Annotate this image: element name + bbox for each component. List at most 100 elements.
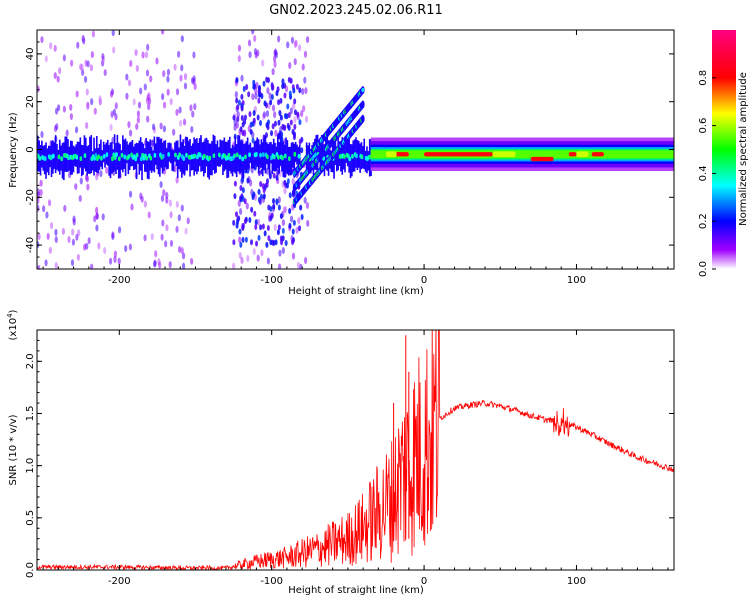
spectrogram-band-cell <box>242 143 245 179</box>
spectrogram-noise-cell <box>53 44 57 52</box>
spectrogram-band-cell <box>126 141 128 164</box>
spectrogram-warm-segment <box>492 151 516 158</box>
spectrogram-noise-cell <box>154 250 158 258</box>
spectrogram-scatter-cell <box>271 123 275 130</box>
spectrogram-band-cell <box>268 142 271 176</box>
spectrogram-band-cell <box>90 135 93 174</box>
spectrogram-band-cell <box>63 142 65 181</box>
spectrogram-noise-cell <box>44 259 48 267</box>
spectrogram-chirp-cell <box>361 114 365 123</box>
colorbar-tick-label: 0.4 <box>698 165 709 181</box>
spectrogram-noise-cell <box>164 240 168 248</box>
spectrogram-noise-cell <box>286 41 290 49</box>
spectrogram-noise-cell <box>296 261 301 269</box>
spectrogram-noise-cell <box>271 68 275 76</box>
spectrogram-noise-cell <box>256 49 260 57</box>
spectrogram-x-tick-label: 0 <box>421 275 427 286</box>
spectrogram-noise-cell <box>161 30 165 35</box>
spectrogram-noise-cell <box>101 53 105 61</box>
snr-y-tick-label: 1.0 <box>25 458 36 474</box>
spectrogram-noise-cell <box>95 206 99 214</box>
spectrogram-band-cell <box>297 146 300 173</box>
spectrogram-band-peak <box>238 154 242 160</box>
spectrogram-noise-cell <box>98 95 102 103</box>
spectrogram-band-cell <box>119 144 121 178</box>
spectrogram-scatter-cell <box>277 119 281 126</box>
spectrogram-noise-cell <box>175 108 179 116</box>
spectrogram-noise-cell <box>81 34 85 42</box>
spectrogram-noise-cell <box>304 256 308 264</box>
spectrogram-noise-cell <box>169 98 173 106</box>
spectrogram-noise-cell <box>277 196 281 204</box>
spectrogram-noise-cell <box>67 236 71 244</box>
spectrogram-scatter-cell <box>240 105 244 112</box>
spectrogram-band-cell <box>174 142 176 162</box>
spectrogram-noise-cell <box>76 253 80 261</box>
spectrogram-x-tick-label: -100 <box>260 275 283 286</box>
spectrogram-y-tick-label: 40 <box>25 48 36 61</box>
spectrogram-noise-cell <box>168 199 172 207</box>
spectrogram-band-peak <box>102 153 106 159</box>
spectrogram-noise-cell <box>289 107 293 115</box>
spectrogram-scatter-cell <box>272 172 276 179</box>
spectrogram-noise-cell <box>45 211 49 219</box>
spectrogram-scatter-cell <box>272 197 276 204</box>
spectrogram-noise-cell <box>177 50 181 58</box>
spectrogram-hot-segment <box>591 152 604 157</box>
spectrogram-noise-cell <box>39 179 43 187</box>
spectrogram-band-cell <box>256 137 259 167</box>
spectrogram-noise-cell <box>76 41 80 49</box>
spectrogram-scatter-cell <box>270 130 274 137</box>
spectrogram-noise-cell <box>58 67 62 75</box>
spectrogram-scatter-cell <box>281 235 285 242</box>
spectrogram-scatter-cell <box>299 204 303 211</box>
spectrogram-scatter-cell <box>250 206 254 213</box>
spectrogram-noise-cell <box>272 111 277 119</box>
spectrogram-x-ticks: -200 -100 0 100 <box>42 30 669 286</box>
spectrogram-scatter-cell <box>235 222 239 229</box>
snr-y-ticks: 0.0 0.5 1.0 1.5 2.0 <box>25 339 674 578</box>
spectrogram-noise-cell <box>105 166 109 174</box>
spectrogram-noise-cell <box>238 208 243 216</box>
spectrogram-scatter-cell <box>272 203 276 210</box>
spectrogram-scatter-cell <box>232 239 236 246</box>
spectrogram-scatter-cell <box>288 207 292 214</box>
spectrogram-noise-cell <box>179 119 183 127</box>
spectrogram-scatter-cell <box>283 112 287 119</box>
spectrogram-noise-cell <box>253 35 257 43</box>
spectrogram-noise-cell <box>147 92 151 100</box>
spectrogram-band-cell <box>172 149 175 172</box>
spectrogram-scatter-cell <box>252 79 256 86</box>
spectrogram-noise-cell <box>277 35 281 43</box>
spectrogram-band-peak <box>218 152 221 158</box>
spectrogram-noise-cell <box>238 236 242 244</box>
spectrogram-noise-cell <box>149 75 153 83</box>
spectrogram-scatter-cell <box>259 181 263 188</box>
spectrogram-band-peak <box>348 156 352 162</box>
spectrogram-band-cell <box>109 142 112 179</box>
spectrogram-noise-cell <box>260 249 264 257</box>
spectrogram-noise-cell <box>179 74 183 82</box>
spectrogram-noise-cell <box>251 93 255 101</box>
spectrogram-noise-cell <box>124 245 128 253</box>
spectrogram-band-peak <box>297 153 301 159</box>
spectrogram-noise-cell <box>111 231 115 239</box>
spectrogram-band-peak <box>43 156 47 162</box>
spectrogram-band-cell <box>351 144 353 177</box>
spectrogram-scatter-cell <box>293 109 297 116</box>
spectrogram-band-peak <box>105 152 109 158</box>
spectrogram-band-cell <box>296 144 298 165</box>
spectrogram-noise-cell <box>62 54 66 62</box>
snr-series-line <box>37 330 674 570</box>
spectrogram-noise-cell <box>127 121 131 129</box>
spectrogram-noise-cell <box>169 211 173 219</box>
spectrogram-band-peak <box>100 155 103 161</box>
spectrogram-noise-cell <box>90 51 94 59</box>
spectrogram-noise-cell <box>146 115 150 123</box>
spectrogram-band-cell <box>355 137 357 168</box>
spectrogram-noise-cell <box>113 250 117 258</box>
spectrogram-noise-cell <box>293 116 297 124</box>
spectrogram-noise-cell <box>299 263 303 269</box>
spectrogram-band-cell <box>57 149 60 172</box>
spectrogram-scatter-cell <box>291 191 295 198</box>
